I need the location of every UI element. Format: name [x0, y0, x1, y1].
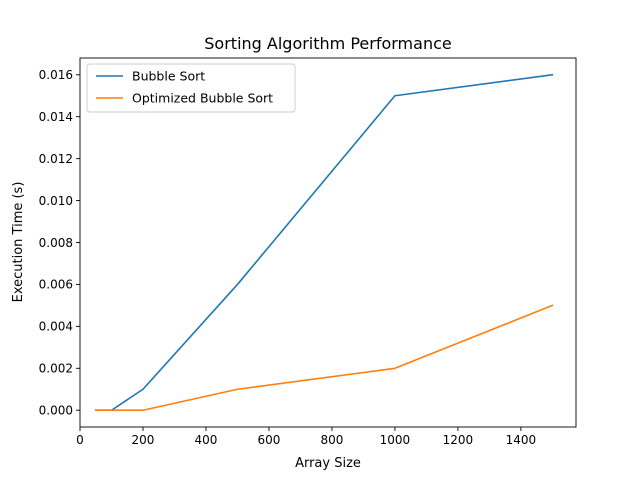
x-tick-label: 600	[257, 433, 280, 447]
x-tick-label: 200	[132, 433, 155, 447]
plot-layer: 0 200 400 600 800 1000 1200 1400 0.000 0.002 0.004…	[39, 57, 577, 447]
y-tick-label: 0.014	[39, 110, 73, 124]
legend: Bubble Sort Optimized Bubble Sort	[86, 63, 296, 113]
y-tick-label: 0.016	[39, 68, 73, 82]
x-tick-label: 800	[320, 433, 343, 447]
x-tick-label: 400	[195, 433, 218, 447]
series-line-bubble-sort	[94, 73, 554, 412]
x-tick-label: 0	[76, 433, 84, 447]
x-axis-label: Array Size	[295, 456, 361, 471]
series-line-optimized-bubble-sort	[94, 304, 554, 412]
y-axis-label: Execution Time (s)	[11, 182, 26, 303]
y-tick-label: 0.004	[39, 320, 73, 334]
legend-label: Bubble Sort	[132, 69, 205, 84]
y-tick-label: 0.012	[39, 152, 73, 166]
y-tick-label: 0.006	[39, 278, 73, 292]
y-tick-label: 0.000	[39, 404, 73, 418]
chart-title: Sorting Algorithm Performance	[204, 34, 451, 53]
plot-frame	[79, 57, 577, 428]
y-tick-label: 0.008	[39, 236, 73, 250]
legend-label: Optimized Bubble Sort	[132, 91, 273, 106]
x-tick-label: 1200	[443, 433, 474, 447]
y-tick-label: 0.002	[39, 362, 73, 376]
y-tick-label: 0.010	[39, 194, 73, 208]
x-tick-label: 1000	[380, 433, 411, 447]
legend-box	[86, 63, 296, 113]
x-tick-label: 1400	[506, 433, 537, 447]
